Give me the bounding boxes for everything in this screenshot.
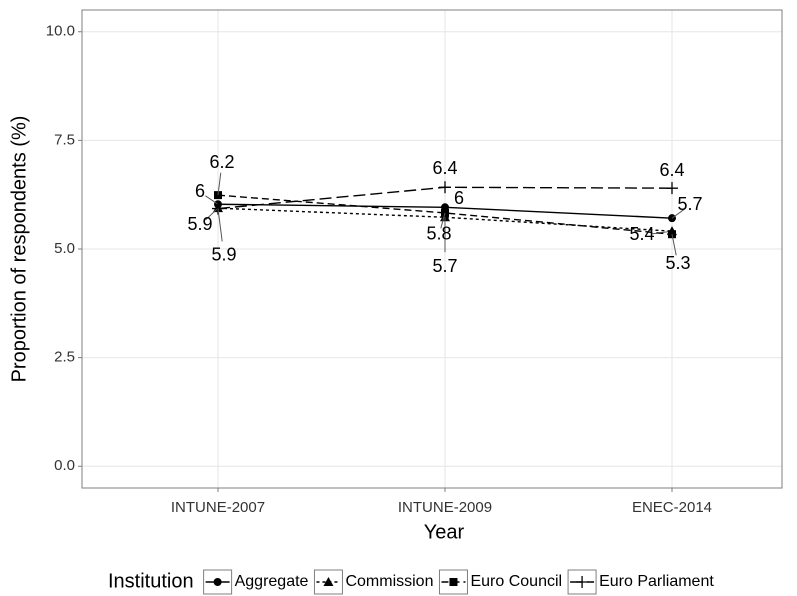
legend-title: Institution [108, 570, 194, 592]
value-label: 5.7 [677, 194, 702, 214]
legend-marker [449, 578, 458, 586]
value-label: 5.8 [426, 224, 451, 244]
legend-label: Commission [345, 573, 433, 590]
value-label: 6.2 [209, 152, 234, 172]
legend-marker [213, 578, 222, 586]
label-leader [205, 195, 219, 205]
value-label: 5.9 [187, 214, 212, 234]
label-leader [217, 172, 222, 196]
y-axis-title: Proportion of respondents (%) [8, 116, 30, 383]
point [212, 202, 224, 215]
label-leader [671, 234, 677, 256]
label-leader [205, 207, 219, 221]
plot-panel [81, 9, 783, 489]
y-tick-label: 0.0 [54, 457, 75, 474]
value-label: 5.7 [432, 256, 457, 276]
y-tick-label: 7.5 [54, 131, 75, 148]
value-label: 5.9 [211, 244, 236, 264]
point [439, 181, 451, 194]
legend-label: Aggregate [235, 573, 309, 590]
label-leader [671, 208, 685, 219]
value-label: 6 [454, 188, 464, 208]
value-label: 6.4 [659, 160, 684, 180]
value-label: 5.4 [629, 224, 654, 244]
legend-label: Euro Council [470, 573, 562, 590]
legend-marker [576, 576, 589, 588]
x-tick-label: INTUNE-2007 [171, 499, 265, 516]
label-leader [440, 212, 446, 229]
x-tick-label: INTUNE-2009 [398, 499, 492, 516]
x-axis-title: Year [424, 521, 465, 543]
label-leader [217, 208, 223, 242]
legend-marker [323, 577, 334, 586]
value-label: 6 [195, 181, 205, 201]
series-line [217, 194, 673, 235]
y-tick-label: 2.5 [54, 349, 75, 366]
point [666, 182, 678, 195]
y-tick-label: 5.0 [54, 240, 75, 257]
value-label: 5.3 [665, 253, 690, 273]
y-tick-label: 10.0 [46, 23, 75, 40]
x-tick-label: ENEC-2014 [632, 499, 712, 516]
value-label: 6.4 [432, 158, 457, 178]
legend-label: Euro Parliament [599, 573, 714, 590]
